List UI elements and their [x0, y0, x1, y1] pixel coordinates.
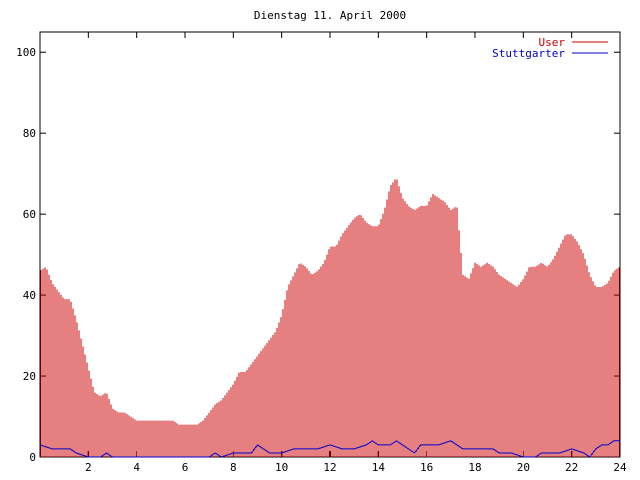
x-tick-label: 20: [517, 461, 530, 474]
legend-label-stuttgarter: Stuttgarter: [492, 47, 565, 60]
x-tick-label: 12: [323, 461, 336, 474]
y-tick-label: 80: [23, 127, 36, 140]
x-axis-ticks: 2 4 6 8 10 12 14 16 18 20 22 24: [85, 32, 627, 474]
x-tick-label: 14: [372, 461, 386, 474]
legend: User Stuttgarter: [492, 36, 608, 60]
stuttgarter-line-group: [39, 440, 620, 458]
x-tick-label: 8: [230, 461, 237, 474]
y-tick-label: 60: [23, 208, 36, 221]
x-tick-label: 6: [182, 461, 189, 474]
x-tick-label: 22: [565, 461, 578, 474]
x-tick-label: 2: [85, 461, 92, 474]
user-impulses: [40, 179, 620, 457]
x-tick-label: 24: [613, 461, 627, 474]
y-tick-label: 0: [29, 451, 36, 464]
y-tick-label: 20: [23, 370, 36, 383]
x-tick-label: 16: [420, 461, 433, 474]
legend-label-user: User: [539, 36, 566, 49]
stuttgarter-line: [39, 440, 620, 458]
x-tick-label: 18: [468, 461, 481, 474]
y-tick-label: 100: [16, 46, 36, 59]
y-axis-ticks: 0 20 40 60 80 100: [16, 46, 620, 464]
y-tick-label: 40: [23, 289, 36, 302]
x-tick-label: 10: [275, 461, 288, 474]
x-tick-label: 4: [133, 461, 140, 474]
chart-title: Dienstag 11. April 2000: [254, 9, 406, 22]
